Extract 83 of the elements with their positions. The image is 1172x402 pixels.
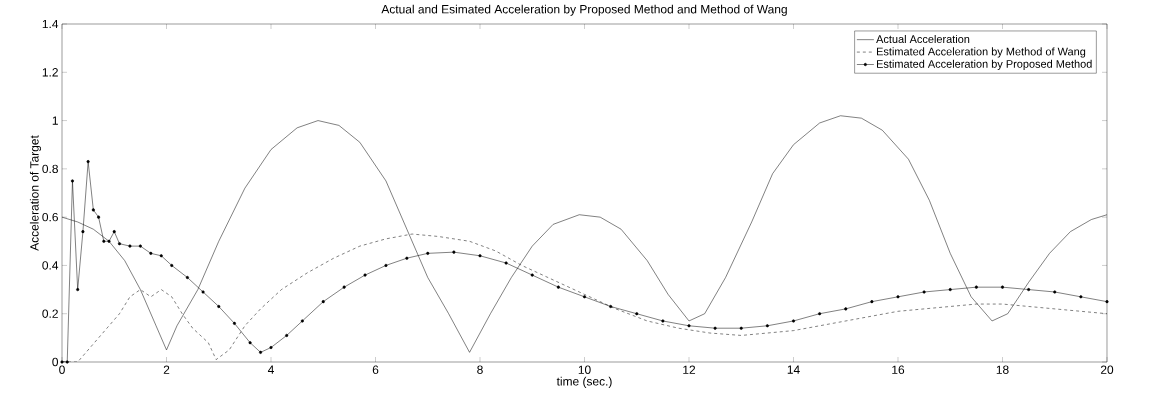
point: [452, 250, 456, 254]
point: [844, 307, 848, 311]
point: [232, 321, 236, 325]
point: [342, 285, 346, 289]
point: [185, 275, 189, 280]
point: [102, 239, 106, 243]
chart-title: Actual and Esimated Acceleration by Proposed Method and Method of Wang: [381, 4, 787, 16]
point: [504, 261, 508, 265]
point: [170, 263, 174, 267]
legend-label: Actual Acceleration: [876, 34, 970, 43]
point: [713, 326, 717, 330]
y-tick-label: 0.4: [42, 261, 59, 270]
x-tick-label: 14: [787, 365, 800, 374]
point: [149, 251, 153, 255]
point: [478, 254, 482, 258]
point: [384, 263, 388, 267]
point: [661, 319, 665, 323]
point: [269, 345, 273, 350]
point: [70, 179, 74, 183]
point: [321, 300, 325, 304]
point: [248, 341, 252, 345]
point: [530, 273, 534, 277]
point: [65, 360, 69, 364]
point: [300, 319, 304, 323]
point: [556, 285, 560, 289]
legend-label: Estimated Acceleration by Method of Wang: [877, 47, 1086, 58]
point: [896, 295, 900, 299]
point: [259, 350, 263, 354]
point: [97, 215, 101, 219]
point: [1079, 295, 1083, 299]
y-tick-label: 0.8: [42, 164, 58, 174]
point: [922, 290, 926, 294]
point: [1027, 288, 1031, 292]
x-tick-label: 8: [477, 365, 483, 374]
point: [217, 304, 221, 309]
x-tick-label: 20: [1100, 365, 1114, 374]
point: [818, 312, 822, 316]
x-tick-label: 16: [892, 365, 905, 374]
point: [1000, 285, 1005, 289]
point: [107, 239, 111, 243]
point: [426, 251, 430, 255]
x-tick-label: 18: [996, 365, 1009, 374]
point: [974, 285, 978, 289]
y-tick-label: 1: [52, 116, 58, 125]
legend-label: Estimated Acceleration by Proposed Method: [877, 59, 1092, 70]
point: [159, 254, 163, 258]
point: [112, 230, 116, 234]
x-axis-title: time (sec.): [556, 376, 612, 388]
point: [76, 288, 80, 292]
x-tick-label: 10: [578, 365, 591, 374]
point: [1053, 290, 1057, 294]
x-tick-label: 2: [163, 365, 170, 374]
point: [138, 244, 142, 248]
x-tick-label: 4: [267, 365, 274, 374]
point: [81, 230, 85, 234]
point: [86, 160, 90, 164]
point: [765, 324, 769, 328]
x-tick-label: 6: [372, 365, 379, 374]
y-tick-label: 1.2: [42, 68, 58, 77]
y-tick-label: 0.6: [42, 212, 58, 222]
y-axis-title: Acceleration of Target: [29, 135, 42, 251]
point: [687, 324, 691, 328]
point: [91, 208, 95, 212]
point: [128, 244, 132, 248]
y-tick-label: 0: [52, 357, 59, 367]
point: [117, 242, 122, 246]
point: [791, 319, 796, 323]
point: [201, 290, 205, 294]
x-tick-label: 12: [683, 365, 696, 374]
point: [285, 333, 289, 337]
x-tick-label: 0: [59, 365, 65, 374]
point: [635, 312, 639, 316]
point: [1105, 300, 1109, 304]
point: [870, 300, 874, 304]
y-tick-label: 1.4: [42, 19, 59, 29]
point: [948, 288, 952, 292]
point: [582, 295, 587, 299]
point: [405, 256, 409, 260]
point: [609, 304, 613, 309]
point: [60, 360, 64, 364]
point: [363, 273, 367, 277]
y-tick-label: 0.2: [42, 309, 58, 318]
point: [739, 326, 743, 330]
